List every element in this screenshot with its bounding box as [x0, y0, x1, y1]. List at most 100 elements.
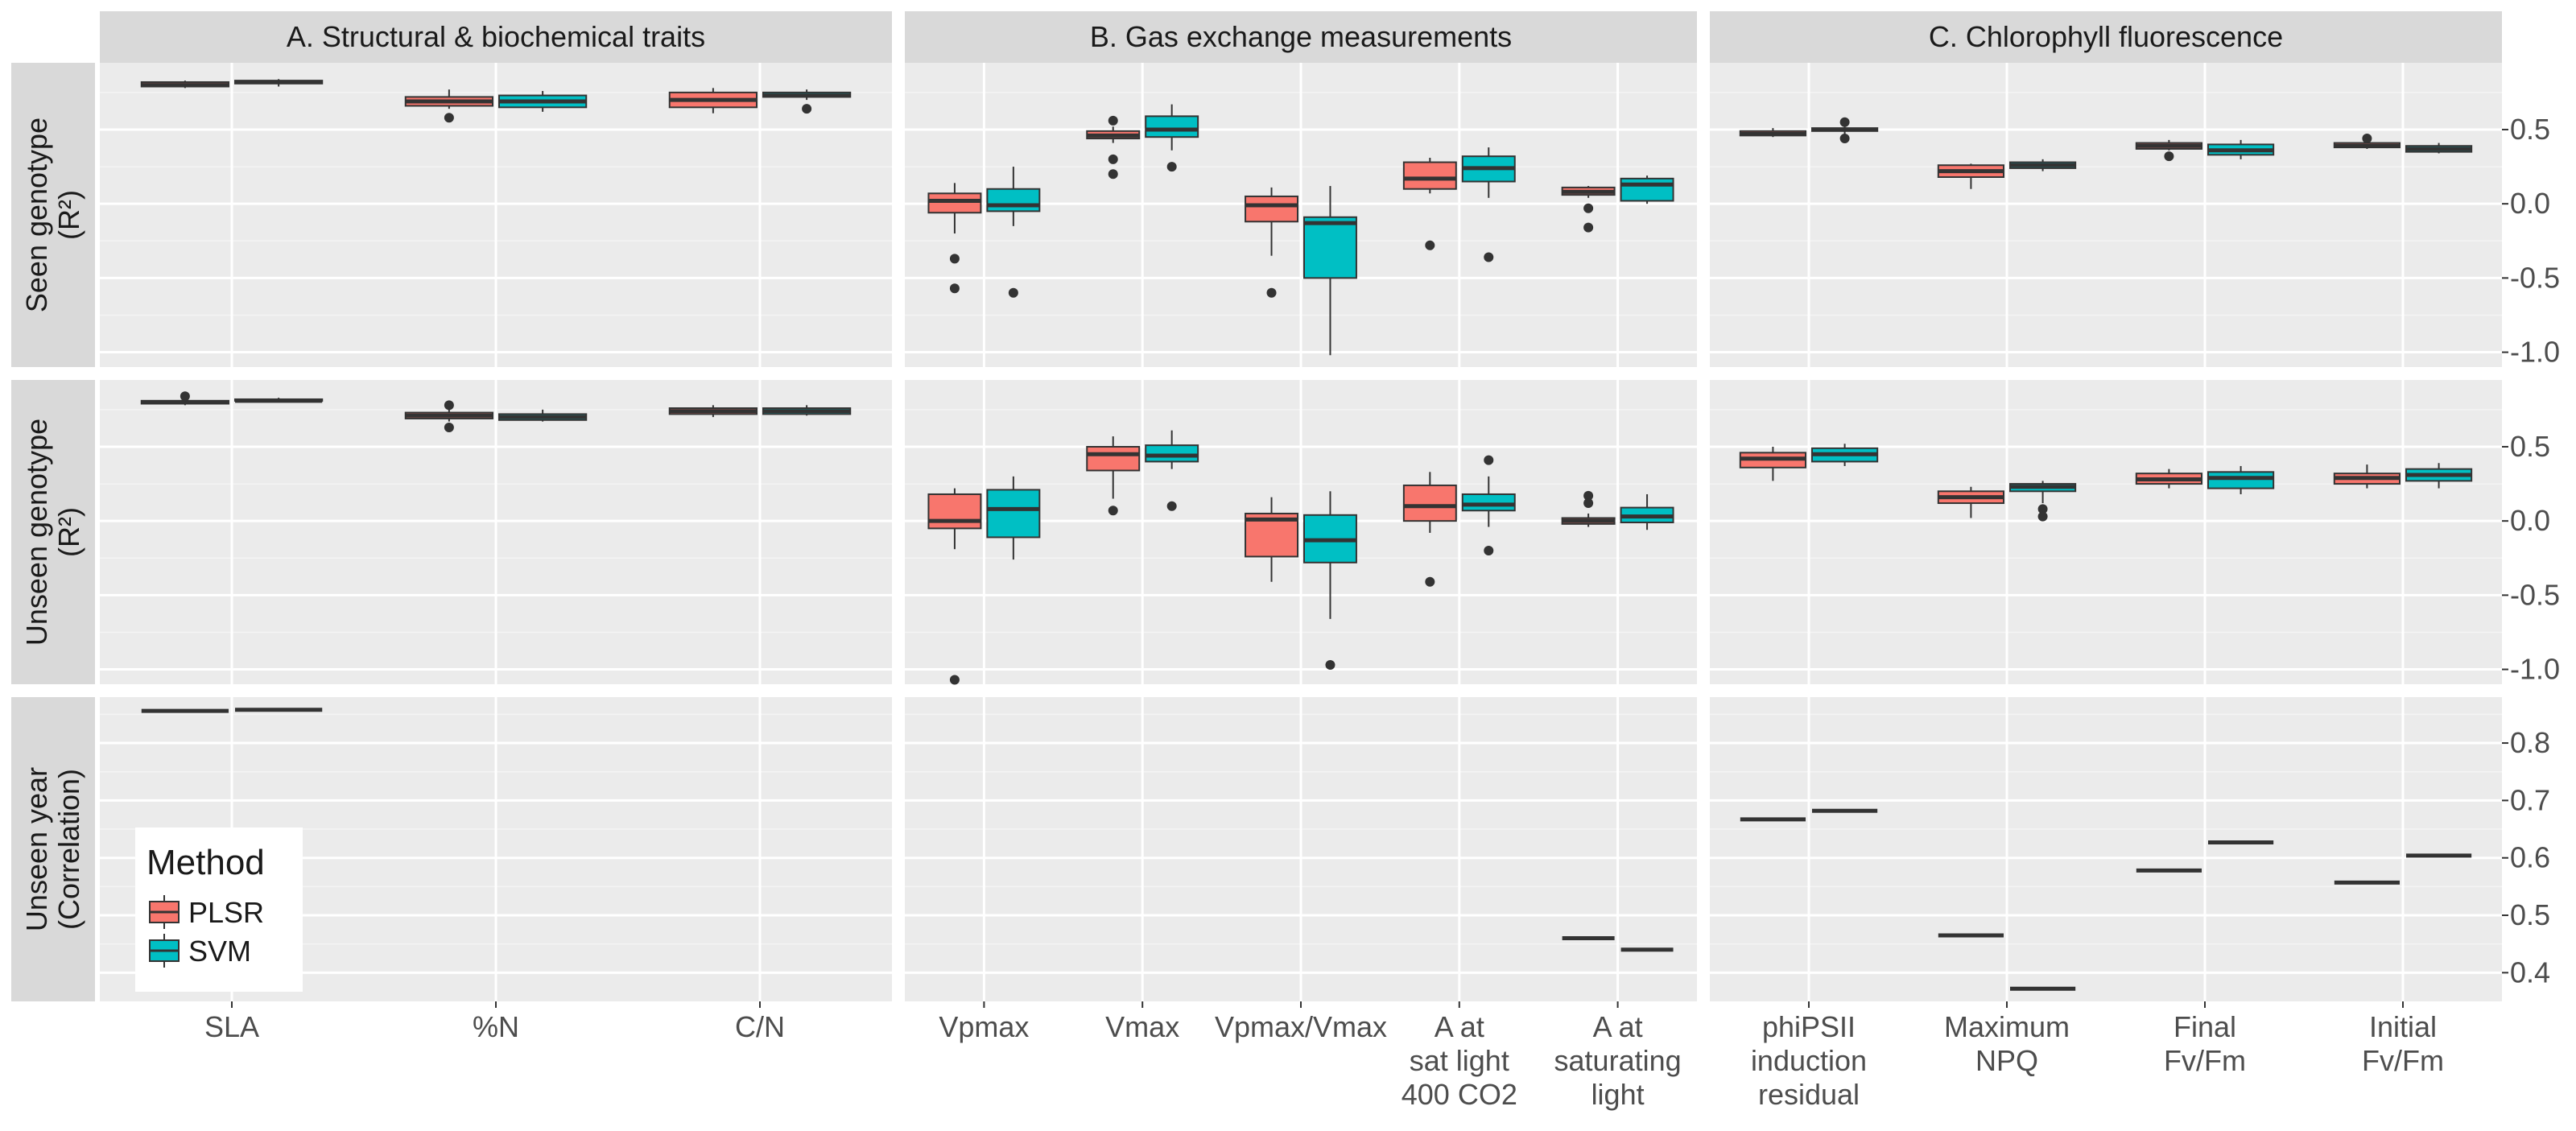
box-plsr-unseen_genotype-C-0	[1739, 446, 1807, 481]
box-plsr-unseen_genotype-A-2	[668, 405, 758, 418]
y-tick-label: 0.8	[2510, 726, 2550, 759]
box-svm-unseen_genotype-C-3	[2405, 463, 2473, 489]
box-svm-seen-B-1	[1145, 104, 1199, 172]
outlier-point	[1583, 490, 1594, 501]
x-tick-label: A at saturating light	[1554, 1010, 1682, 1111]
box-svm-unseen_genotype-A-0	[234, 398, 324, 403]
box-plsr-unseen_genotype-A-0	[140, 391, 229, 406]
row-label-line: (R²)	[52, 507, 85, 557]
box-plsr-seen-B-0	[927, 183, 982, 294]
box-plsr-unseen_genotype-B-4	[1561, 490, 1616, 527]
outlier-point	[2362, 134, 2372, 144]
y-tick-label: 0.5	[2510, 430, 2550, 463]
column-title-C: C. Chlorophyll fluorescence	[1929, 20, 2283, 53]
outlier-point	[1484, 252, 1494, 262]
outlier-point	[444, 423, 454, 433]
box-plsr-seen-C-1	[1937, 163, 2005, 189]
legend-entry-label: SVM	[188, 935, 251, 968]
x-tick-label: %N	[473, 1010, 519, 1043]
outlier-point	[1839, 134, 1850, 144]
box-plsr-seen-B-1	[1086, 115, 1141, 180]
row-strip-unseen_year	[11, 697, 95, 1001]
outlier-point	[2164, 151, 2174, 162]
box-body	[1620, 177, 1674, 202]
outlier-point	[1008, 287, 1018, 298]
box-svm-seen-C-1	[2009, 159, 2077, 171]
outlier-point	[949, 283, 960, 294]
x-tick-label: Final Fv/Fm	[2164, 1010, 2246, 1077]
box-svm-unseen_genotype-A-1	[498, 409, 588, 422]
x-tick-label: Vpmax	[939, 1010, 1029, 1043]
row-label-line: (Correlation)	[52, 769, 85, 930]
row-strip-seen	[11, 63, 95, 367]
panel-background	[1710, 63, 2502, 367]
y-tick-label: -0.5	[2510, 261, 2560, 294]
row-label-line: Seen genotype	[20, 118, 53, 312]
panel-unseen_genotype-C	[1710, 380, 2502, 684]
outlier-point	[1108, 115, 1118, 126]
box-plsr-unseen_genotype-B-0	[927, 488, 982, 685]
legend-key-svm	[149, 934, 180, 968]
box-plsr-seen-A-1	[404, 89, 494, 123]
box-body	[986, 489, 1041, 539]
box-plsr-seen-C-0	[1739, 128, 1807, 138]
outlier-point	[180, 391, 190, 402]
outlier-point	[1839, 117, 1850, 127]
box-svm-seen-C-0	[1811, 117, 1879, 144]
box-plsr-unseen_genotype-B-2	[1245, 497, 1299, 582]
outlier-point	[949, 675, 960, 685]
column-title-A: A. Structural & biochemical traits	[287, 20, 705, 53]
box-body	[1245, 195, 1299, 223]
outlier-point	[1425, 576, 1435, 587]
column-title-B: B. Gas exchange measurements	[1090, 20, 1512, 53]
box-svm-unseen_genotype-C-1	[2009, 481, 2077, 522]
outlier-point	[1108, 154, 1118, 164]
box-svm-seen-B-0	[986, 167, 1041, 298]
box-body	[1402, 484, 1457, 522]
panel-unseen_year-B	[905, 697, 1697, 1001]
x-tick-label: A at sat light 400 CO2	[1402, 1010, 1517, 1111]
column-strip-C	[1710, 11, 2502, 63]
box-plsr-seen-B-2	[1245, 187, 1299, 298]
panel-seen-C	[1710, 63, 2502, 367]
outlier-point	[1325, 660, 1335, 671]
x-tick-label: C/N	[735, 1010, 785, 1043]
x-tick-label: Vpmax/Vmax	[1215, 1010, 1387, 1043]
box-svm-seen-C-3	[2405, 142, 2473, 154]
box-svm-seen-B-4	[1620, 175, 1674, 204]
y-tick-label: 0.5	[2510, 113, 2550, 146]
panel-unseen_year-C	[1710, 697, 2502, 1001]
y-tick-label: 0.5	[2510, 898, 2550, 931]
box-svm-seen-B-3	[1461, 147, 1516, 262]
outlier-point	[949, 254, 960, 264]
box-plsr-seen-A-2	[668, 88, 758, 114]
box-svm-unseen_genotype-A-2	[762, 405, 852, 416]
box-svm-unseen_genotype-B-3	[1461, 455, 1516, 556]
outlier-point	[1108, 506, 1118, 516]
legend-key-plsr	[149, 895, 180, 929]
x-tick-label: Vmax	[1105, 1010, 1179, 1043]
legend-entry-label: PLSR	[188, 896, 264, 929]
y-tick-label: 0.7	[2510, 783, 2550, 816]
outlier-point	[1484, 455, 1494, 465]
box-svm-seen-C-2	[2207, 139, 2275, 159]
box-svm-unseen_genotype-B-0	[986, 476, 1041, 560]
box-plsr-unseen_genotype-A-1	[404, 400, 494, 433]
column-strip-B	[905, 11, 1697, 63]
panel-background	[1710, 380, 2502, 684]
box-svm-unseen_genotype-B-2	[1303, 491, 1357, 671]
box-plsr-seen-A-0	[140, 80, 229, 89]
outlier-point	[1166, 162, 1177, 172]
y-tick-label: 0.4	[2510, 956, 2550, 989]
row-label-unseen_genotype: Unseen genotype(R²)	[20, 419, 85, 646]
box-body	[1402, 161, 1457, 190]
box-svm-unseen_genotype-C-0	[1811, 444, 1879, 466]
outlier-point	[1484, 546, 1494, 556]
row-label-line: Unseen genotype	[20, 419, 53, 646]
legend-title: Method	[147, 843, 265, 882]
outlier-point	[444, 113, 454, 123]
box-svm-seen-A-0	[234, 79, 324, 87]
y-tick-label: 0.0	[2510, 504, 2550, 537]
box-plsr-seen-C-3	[2333, 134, 2401, 149]
